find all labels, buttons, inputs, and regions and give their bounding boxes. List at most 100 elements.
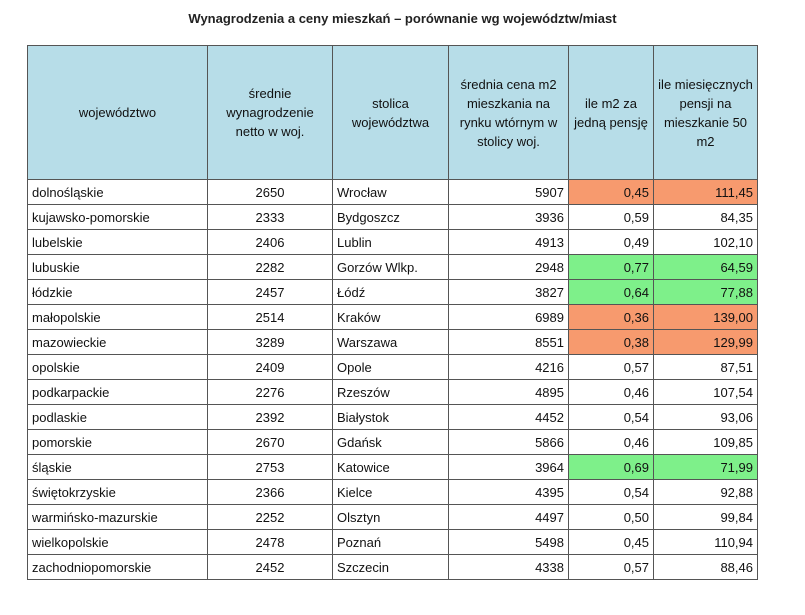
table-cell: 102,10: [653, 229, 758, 255]
table-cell: 4895: [448, 379, 569, 405]
table-cell: 0,69: [568, 454, 654, 480]
table-cell: 0,38: [568, 329, 654, 355]
table-cell: 4497: [448, 504, 569, 530]
table-cell: Rzeszów: [332, 379, 449, 405]
table-cell: Szczecin: [332, 554, 449, 580]
table-cell: Białystok: [332, 404, 449, 430]
table-cell: 8551: [448, 329, 569, 355]
table-cell: lubelskie: [27, 229, 208, 255]
table-cell: Wrocław: [332, 179, 449, 205]
table-cell: 0,54: [568, 404, 654, 430]
table-cell: Opole: [332, 354, 449, 380]
table-cell: 2282: [207, 254, 333, 280]
table-row: kujawsko-pomorskie 2333 Bydgoszcz 3936 0,59 8…: [27, 204, 758, 230]
header-cell: stolica województwa: [332, 45, 449, 180]
table-cell: zachodniopomorskie: [27, 554, 208, 580]
table-cell: wielkopolskie: [27, 529, 208, 555]
table-cell: Poznań: [332, 529, 449, 555]
table-cell: pomorskie: [27, 429, 208, 455]
table-cell: 4913: [448, 229, 569, 255]
table-cell: 2406: [207, 229, 333, 255]
table-cell: 109,85: [653, 429, 758, 455]
table-cell: opolskie: [27, 354, 208, 380]
table-cell: Gorzów Wlkp.: [332, 254, 449, 280]
header-cell: średnie wynagrodzenie netto w woj.: [207, 45, 333, 180]
table-cell: kujawsko-pomorskie: [27, 204, 208, 230]
table-cell: 3289: [207, 329, 333, 355]
table-cell: 2252: [207, 504, 333, 530]
table-row: lubelskie 2406 Lublin 4913 0,49 102,10: [27, 229, 758, 255]
table-cell: 84,35: [653, 204, 758, 230]
table-row: małopolskie 2514 Kraków 6989 0,36 139,00: [27, 304, 758, 330]
table-row: dolnośląskie 2650 Wrocław 5907 0,45 111,45: [27, 179, 758, 205]
table-cell: 0,46: [568, 429, 654, 455]
table-cell: warmińsko-mazurskie: [27, 504, 208, 530]
table-cell: 0,45: [568, 529, 654, 555]
table-cell: 0,54: [568, 479, 654, 505]
table-cell: Kraków: [332, 304, 449, 330]
table-cell: 2409: [207, 354, 333, 380]
table-cell: Łódź: [332, 279, 449, 305]
table-row: podlaskie 2392 Białystok 4452 0,54 93,06: [27, 404, 758, 430]
table-row: warmińsko-mazurskie 2252 Olsztyn 4497 0,50 99…: [27, 504, 758, 530]
table-cell: 6989: [448, 304, 569, 330]
table-cell: 3964: [448, 454, 569, 480]
table-cell: 77,88: [653, 279, 758, 305]
table-row: świętokrzyskie 2366 Kielce 4395 0,54 92,88: [27, 479, 758, 505]
table-cell: podkarpackie: [27, 379, 208, 405]
data-table: województwo średnie wynagrodzenie netto w…: [27, 45, 758, 580]
table-cell: Kielce: [332, 479, 449, 505]
header-cell: ile miesięcznych pensji na mieszkanie 50…: [653, 45, 758, 180]
table-cell: Olsztyn: [332, 504, 449, 530]
table-cell: 88,46: [653, 554, 758, 580]
table-cell: 87,51: [653, 354, 758, 380]
table-cell: 4452: [448, 404, 569, 430]
table-cell: małopolskie: [27, 304, 208, 330]
table-cell: 0,57: [568, 354, 654, 380]
table-cell: śląskie: [27, 454, 208, 480]
table-cell: 99,84: [653, 504, 758, 530]
table-cell: 0,57: [568, 554, 654, 580]
table-cell: Bydgoszcz: [332, 204, 449, 230]
table-cell: 4395: [448, 479, 569, 505]
table-cell: 4338: [448, 554, 569, 580]
table-cell: świętokrzyskie: [27, 479, 208, 505]
table-cell: 2948: [448, 254, 569, 280]
table-cell: 2670: [207, 429, 333, 455]
table-row: mazowieckie 3289 Warszawa 8551 0,38 129,99: [27, 329, 758, 355]
table-cell: 93,06: [653, 404, 758, 430]
table-cell: 0,45: [568, 179, 654, 205]
table-cell: 110,94: [653, 529, 758, 555]
table-cell: 2452: [207, 554, 333, 580]
table-cell: 2478: [207, 529, 333, 555]
table-cell: 71,99: [653, 454, 758, 480]
table-cell: 0,46: [568, 379, 654, 405]
table-cell: 4216: [448, 354, 569, 380]
table-cell: 2276: [207, 379, 333, 405]
header-cell: województwo: [27, 45, 208, 180]
table-cell: dolnośląskie: [27, 179, 208, 205]
table-row: wielkopolskie 2478 Poznań 5498 0,45 110,94: [27, 529, 758, 555]
table-row: lubuskie 2282 Gorzów Wlkp. 2948 0,77 64,59: [27, 254, 758, 280]
table-cell: 2650: [207, 179, 333, 205]
table-cell: 2392: [207, 404, 333, 430]
table-cell: Gdańsk: [332, 429, 449, 455]
table-cell: 107,54: [653, 379, 758, 405]
table-cell: 129,99: [653, 329, 758, 355]
table-cell: 0,49: [568, 229, 654, 255]
table-cell: Warszawa: [332, 329, 449, 355]
table-cell: 64,59: [653, 254, 758, 280]
table-cell: 92,88: [653, 479, 758, 505]
table-cell: 139,00: [653, 304, 758, 330]
table-body: dolnośląskie 2650 Wrocław 5907 0,45 111,45 kuj…: [27, 179, 758, 580]
table-cell: 111,45: [653, 179, 758, 205]
table-cell: łódzkie: [27, 279, 208, 305]
table-cell: mazowieckie: [27, 329, 208, 355]
table-cell: Lublin: [332, 229, 449, 255]
table-cell: Katowice: [332, 454, 449, 480]
table-cell: 2333: [207, 204, 333, 230]
table-cell: 5498: [448, 529, 569, 555]
table-cell: 5907: [448, 179, 569, 205]
table-row: łódzkie 2457 Łódź 3827 0,64 77,88: [27, 279, 758, 305]
